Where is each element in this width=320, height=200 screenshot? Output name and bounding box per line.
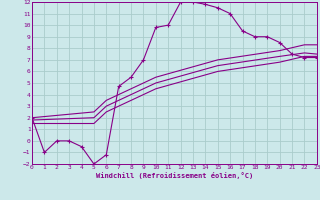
X-axis label: Windchill (Refroidissement éolien,°C): Windchill (Refroidissement éolien,°C)	[96, 172, 253, 179]
